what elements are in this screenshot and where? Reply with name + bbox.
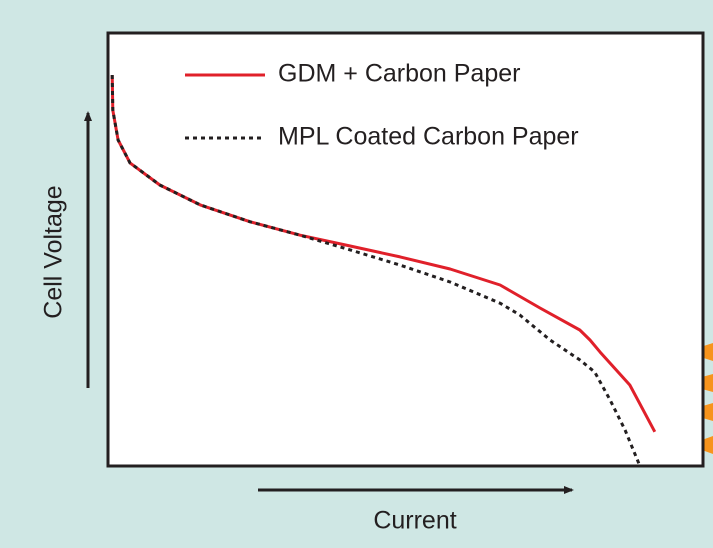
legend-label: MPL Coated Carbon Paper [278, 123, 579, 151]
y-axis-title: Cell Voltage [40, 185, 68, 318]
legend-label: GDM + Carbon Paper [278, 60, 520, 88]
plot-area [108, 33, 703, 466]
chart: Current Cell Voltage GDM + Carbon Paper M… [0, 0, 713, 548]
x-axis-title: Current [373, 507, 456, 535]
